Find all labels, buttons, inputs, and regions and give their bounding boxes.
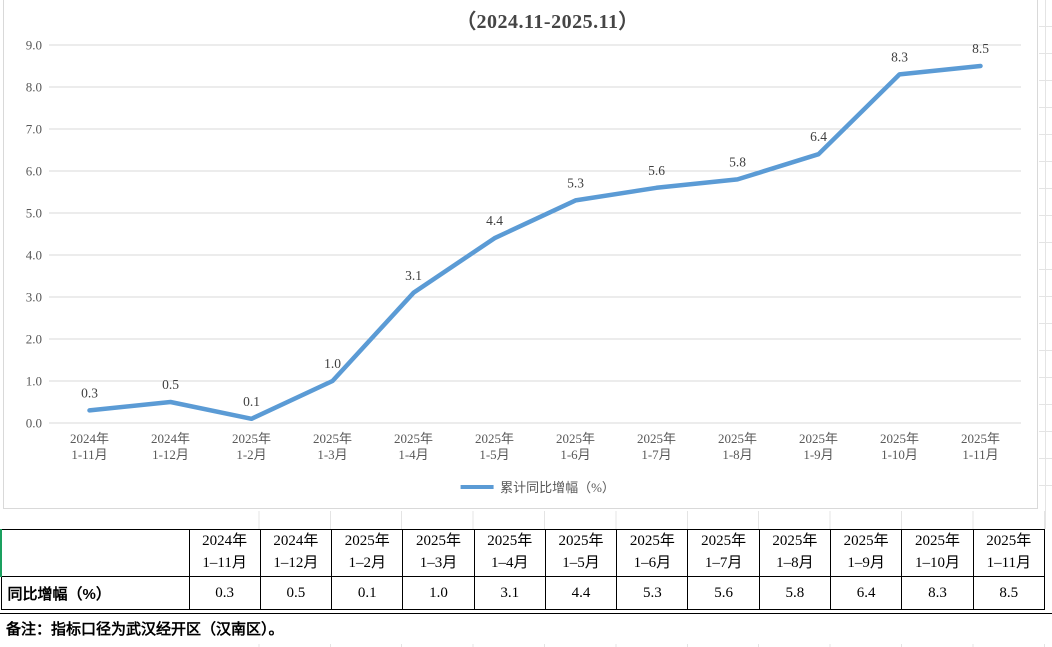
svg-text:0.5: 0.5 [162,377,179,392]
svg-text:6.4: 6.4 [810,129,827,144]
table-value-cell[interactable]: 5.8 [758,576,832,610]
table-value-cell[interactable]: 0.5 [259,576,333,610]
table-note-row[interactable]: 备注：指标口径为武汉经开区（汉南区）。 [0,612,1052,644]
svg-text:3.0: 3.0 [26,290,42,305]
svg-text:1-4月: 1-4月 [398,447,428,462]
y-axis-labels: 0.0 1.0 2.0 3.0 4.0 5.0 6.0 7.0 8.0 9.0 [26,38,42,431]
table-value-cell[interactable]: 8.5 [972,576,1046,610]
svg-text:1-11月: 1-11月 [962,447,998,462]
table-header-cell[interactable]: 2025年 1–5月 [544,529,618,577]
svg-text:1-7月: 1-7月 [641,447,671,462]
chart-legend: 累计同比增幅（%） [460,477,615,496]
svg-text:3.1: 3.1 [405,268,422,283]
svg-text:7.0: 7.0 [26,122,42,137]
svg-text:2025年: 2025年 [313,431,352,446]
svg-text:2024年: 2024年 [151,431,190,446]
svg-text:4.0: 4.0 [26,248,42,263]
svg-text:6.0: 6.0 [26,164,42,179]
svg-text:5.8: 5.8 [729,154,746,169]
table-value-cell[interactable]: 1.0 [402,576,475,610]
sheet-gridlines-gap [188,511,1045,529]
series-line [87,63,983,422]
table-header-cell[interactable]: 2025年 1–4月 [473,529,546,577]
table-header-cell[interactable]: 2025年 1–11月 [972,529,1046,577]
table-header-row: 2024年 1–11月 2024年 1–12月 2025年 1–2月 2025年 1–3月 20… [0,529,1046,577]
svg-text:1-5月: 1-5月 [479,447,509,462]
svg-text:2025年: 2025年 [232,431,271,446]
svg-text:2025年: 2025年 [637,431,676,446]
table-header-cell[interactable]: 2024年 1–12月 [259,529,333,577]
sheet-gridlines-bottom [188,644,1045,647]
svg-text:1.0: 1.0 [26,374,42,389]
svg-text:0.1: 0.1 [243,394,260,409]
legend-label: 累计同比增幅（%） [500,480,615,495]
svg-text:9.0: 9.0 [26,38,42,53]
table-header-cell[interactable]: 2025年 1–3月 [402,529,475,577]
line-chart-object[interactable]: （2024.11-2025.11） 0.0 1.0 2.0 3.0 4.0 5.0 6.0 7… [3,0,1038,509]
chart-title: （2024.11-2025.11） [456,11,639,33]
table-value-cell[interactable]: 5.6 [687,576,760,610]
table-value-cell[interactable]: 3.1 [473,576,546,610]
table-header-cell[interactable]: 2025年 1–6月 [616,529,689,577]
svg-text:2025年: 2025年 [880,431,919,446]
table-header-cell[interactable]: 2024年 1–11月 [188,529,261,577]
svg-text:1-6月: 1-6月 [560,447,590,462]
legend-line-icon [460,484,494,489]
data-table: 2024年 1–11月 2024年 1–12月 2025年 1–2月 2025年 1–3月 20… [0,529,1046,610]
svg-text:1-12月: 1-12月 [152,447,189,462]
svg-text:5.6: 5.6 [648,163,665,178]
svg-text:8.0: 8.0 [26,80,42,95]
svg-text:4.4: 4.4 [486,213,503,228]
svg-text:5.0: 5.0 [26,206,42,221]
table-value-cell[interactable]: 0.3 [188,576,261,610]
svg-text:1-11月: 1-11月 [71,447,107,462]
svg-text:8.5: 8.5 [972,41,989,56]
table-header-cell[interactable]: 2025年 1–8月 [758,529,832,577]
table-corner-cell[interactable] [0,529,190,577]
sheet-column-line [1045,0,1046,529]
svg-text:5.3: 5.3 [567,175,584,190]
table-note-text: 备注：指标口径为武汉经开区（汉南区）。 [6,621,284,638]
table-header-cell[interactable]: 2025年 1–9月 [830,529,903,577]
svg-text:1-3月: 1-3月 [317,447,347,462]
svg-text:2025年: 2025年 [394,431,433,446]
y-gridlines [49,44,1021,424]
svg-text:1-8月: 1-8月 [722,447,752,462]
svg-text:0.0: 0.0 [26,416,42,431]
svg-text:2025年: 2025年 [961,431,1000,446]
table-data-row: 同比增幅（%） 0.3 0.5 0.1 1.0 3.1 4.4 5.3 5.6 5.8 6.4 8.3… [0,576,1046,610]
table-header-cell[interactable]: 2025年 1–10月 [901,529,974,577]
data-labels: 0.3 0.5 0.1 1.0 3.1 4.4 5.3 5.6 5.8 6.4 8.3 8.5 [81,41,989,409]
table-row-label[interactable]: 同比增幅（%） [0,576,190,610]
svg-text:1-10月: 1-10月 [881,447,918,462]
svg-text:2025年: 2025年 [475,431,514,446]
chart-plot-area: 0.01.02.03.04.05.06.07.08.09.02024年1-11月… [26,38,1021,462]
table-header-cell[interactable]: 2025年 1–2月 [331,529,404,577]
table-value-cell[interactable]: 5.3 [616,576,689,610]
svg-text:1.0: 1.0 [324,356,341,371]
svg-text:2025年: 2025年 [799,431,838,446]
svg-text:2025年: 2025年 [718,431,757,446]
table-value-cell[interactable]: 6.4 [830,576,903,610]
table-value-cell[interactable]: 4.4 [544,576,618,610]
table-header-cell[interactable]: 2025年 1–7月 [687,529,760,577]
svg-text:2025年: 2025年 [556,431,595,446]
svg-text:8.3: 8.3 [891,49,908,64]
svg-text:2.0: 2.0 [26,332,42,347]
x-axis-labels: 2024年1-11月2024年1-12月2025年1-2月2025年1-3月20… [70,431,1000,462]
table-value-cell[interactable]: 8.3 [901,576,974,610]
svg-text:2024年: 2024年 [70,431,109,446]
svg-text:1-2月: 1-2月 [236,447,266,462]
table-value-cell[interactable]: 0.1 [331,576,404,610]
svg-text:0.3: 0.3 [81,385,98,400]
sheet-row-line [0,643,1052,644]
svg-text:1-9月: 1-9月 [803,447,833,462]
